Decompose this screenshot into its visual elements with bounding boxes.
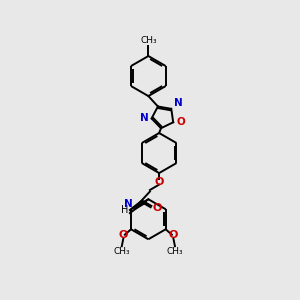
Text: H: H [121,205,128,215]
Text: CH₃: CH₃ [140,36,157,45]
Text: N: N [174,98,182,108]
Text: CH₃: CH₃ [113,247,130,256]
Text: N: N [124,199,133,209]
Text: O: O [154,176,164,187]
Text: O: O [169,230,178,240]
Text: N: N [140,113,149,124]
Text: O: O [176,117,185,127]
Text: O: O [118,230,128,240]
Text: O: O [152,203,162,213]
Text: CH₃: CH₃ [167,247,183,256]
